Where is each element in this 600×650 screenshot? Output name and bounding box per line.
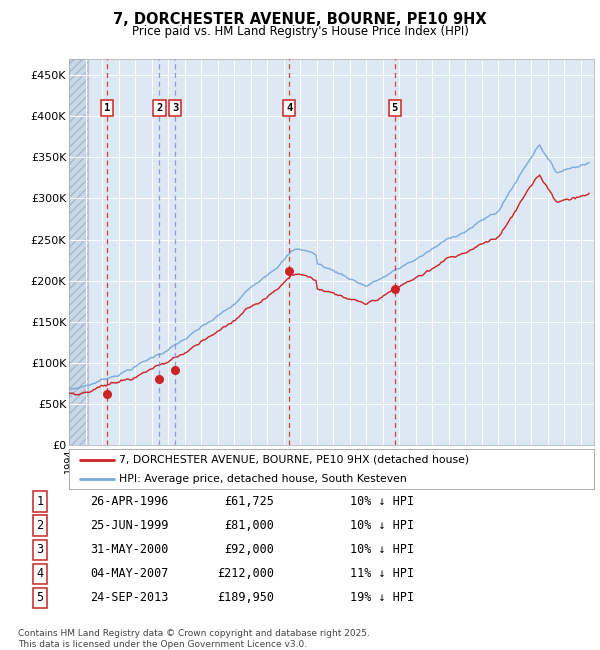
Text: 7, DORCHESTER AVENUE, BOURNE, PE10 9HX (detached house): 7, DORCHESTER AVENUE, BOURNE, PE10 9HX (… (119, 455, 469, 465)
Text: 4: 4 (37, 567, 43, 580)
Text: 1: 1 (37, 495, 43, 508)
Text: 2: 2 (157, 103, 163, 113)
Text: £92,000: £92,000 (224, 543, 274, 556)
Text: HPI: Average price, detached house, South Kesteven: HPI: Average price, detached house, Sout… (119, 474, 407, 484)
Text: 4: 4 (286, 103, 292, 113)
Text: 25-JUN-1999: 25-JUN-1999 (91, 519, 169, 532)
Text: 26-APR-1996: 26-APR-1996 (91, 495, 169, 508)
Bar (69, 58, 88, 445)
Text: 10% ↓ HPI: 10% ↓ HPI (350, 495, 413, 508)
Text: 2: 2 (37, 519, 43, 532)
Text: 04-MAY-2007: 04-MAY-2007 (91, 567, 169, 580)
Text: 11% ↓ HPI: 11% ↓ HPI (350, 567, 413, 580)
Text: 10% ↓ HPI: 10% ↓ HPI (350, 519, 413, 532)
Text: 19% ↓ HPI: 19% ↓ HPI (350, 592, 413, 604)
Text: Price paid vs. HM Land Registry's House Price Index (HPI): Price paid vs. HM Land Registry's House … (131, 25, 469, 38)
Text: 3: 3 (37, 543, 43, 556)
Text: 31-MAY-2000: 31-MAY-2000 (91, 543, 169, 556)
Text: £189,950: £189,950 (217, 592, 274, 604)
Text: 1: 1 (104, 103, 110, 113)
Text: 5: 5 (37, 592, 43, 604)
Text: £212,000: £212,000 (217, 567, 274, 580)
Text: £61,725: £61,725 (224, 495, 274, 508)
Text: 24-SEP-2013: 24-SEP-2013 (91, 592, 169, 604)
Text: 10% ↓ HPI: 10% ↓ HPI (350, 543, 413, 556)
Text: £81,000: £81,000 (224, 519, 274, 532)
Text: 5: 5 (392, 103, 398, 113)
Text: 3: 3 (172, 103, 178, 113)
Bar (69, 58, 88, 445)
Text: Contains HM Land Registry data © Crown copyright and database right 2025.
This d: Contains HM Land Registry data © Crown c… (18, 629, 370, 649)
Text: 7, DORCHESTER AVENUE, BOURNE, PE10 9HX: 7, DORCHESTER AVENUE, BOURNE, PE10 9HX (113, 12, 487, 27)
